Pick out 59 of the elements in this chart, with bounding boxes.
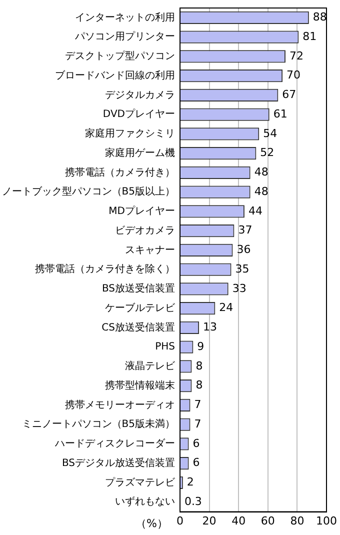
- data-label: 6: [192, 436, 200, 450]
- data-label: 2: [186, 476, 194, 489]
- y-tick-label: 携帯電話（カメラ付きを除く）: [35, 263, 175, 276]
- data-label: 8: [196, 359, 203, 372]
- y-tick-label: ノートブック型パソコン（B5版以上）: [2, 186, 175, 198]
- y-tick-label: スキャナー: [125, 244, 175, 256]
- y-tick-label: DVDプレイヤー: [102, 108, 175, 120]
- data-label: 36: [236, 243, 251, 256]
- y-tick-label: 家庭用ゲーム機: [105, 146, 175, 159]
- data-label: 54: [263, 126, 278, 140]
- y-tick-label: BSデジタル放送受信装置: [62, 456, 175, 469]
- y-tick-label: ブロードバンド回線の利用: [55, 69, 175, 82]
- data-label: 33: [232, 282, 246, 295]
- data-label: 8: [196, 378, 203, 392]
- x-tick-label: 40: [232, 514, 246, 528]
- y-tick-label: MDプレイヤー: [108, 205, 175, 218]
- data-label: 48: [254, 166, 268, 179]
- data-label: 6: [192, 456, 200, 470]
- data-label: 9: [197, 340, 204, 353]
- y-tick-label: CS放送受信装置: [102, 321, 175, 334]
- data-label: 88: [312, 10, 327, 24]
- y-tick-label: ケーブルテレビ: [105, 302, 176, 314]
- y-tick-label: いずれもない: [115, 496, 175, 508]
- data-label: 13: [203, 320, 218, 334]
- data-label: 35: [235, 262, 250, 276]
- y-tick-label: 携帯メモリーオーディオ: [65, 398, 175, 411]
- x-axis-title: （%）: [136, 517, 168, 530]
- y-tick-label: デジタルカメラ: [105, 90, 175, 101]
- y-tick-label: BS放送受信装置: [102, 282, 175, 295]
- data-label: 67: [282, 88, 296, 102]
- x-tick-label: 60: [260, 514, 275, 528]
- data-label: 61: [273, 107, 288, 120]
- y-tick-label: ビデオカメラ: [115, 225, 175, 236]
- x-tick-label: 20: [202, 514, 216, 528]
- y-tick-label: ミニノートパソコン（B5版未満）: [22, 418, 175, 430]
- y-tick-label: パソコン用プリンター: [74, 30, 175, 43]
- data-label: 48: [254, 184, 268, 198]
- data-label: 7: [194, 417, 202, 430]
- y-tick-label: PHS: [155, 342, 175, 353]
- data-label: 0.3: [184, 494, 202, 508]
- data-label: 72: [289, 49, 304, 62]
- data-label: 44: [248, 204, 262, 218]
- y-tick-label: 携帯型情報端末: [105, 379, 175, 392]
- data-label: 81: [302, 30, 317, 43]
- data-label: 24: [219, 301, 234, 314]
- data-label: 52: [260, 146, 274, 160]
- y-tick-label: デスクトップ型パソコン: [65, 50, 175, 62]
- data-label: 7: [194, 398, 202, 412]
- x-tick-label: 100: [316, 514, 337, 528]
- y-tick-label: プラズマテレビ: [105, 476, 176, 488]
- y-tick-label: 家庭用ファクシミリ: [85, 128, 175, 140]
- data-label: 70: [286, 68, 301, 82]
- x-tick-label: 80: [290, 514, 304, 528]
- y-tick-label: インターネットの利用: [75, 11, 175, 24]
- y-tick-label: 携帯電話（カメラ付き）: [65, 166, 175, 178]
- data-label: 37: [238, 224, 252, 237]
- x-tick-label: 0: [176, 514, 184, 528]
- y-tick-label: ハードディスクレコーダー: [54, 438, 175, 450]
- y-tick-label: 液晶テレビ: [125, 360, 176, 372]
